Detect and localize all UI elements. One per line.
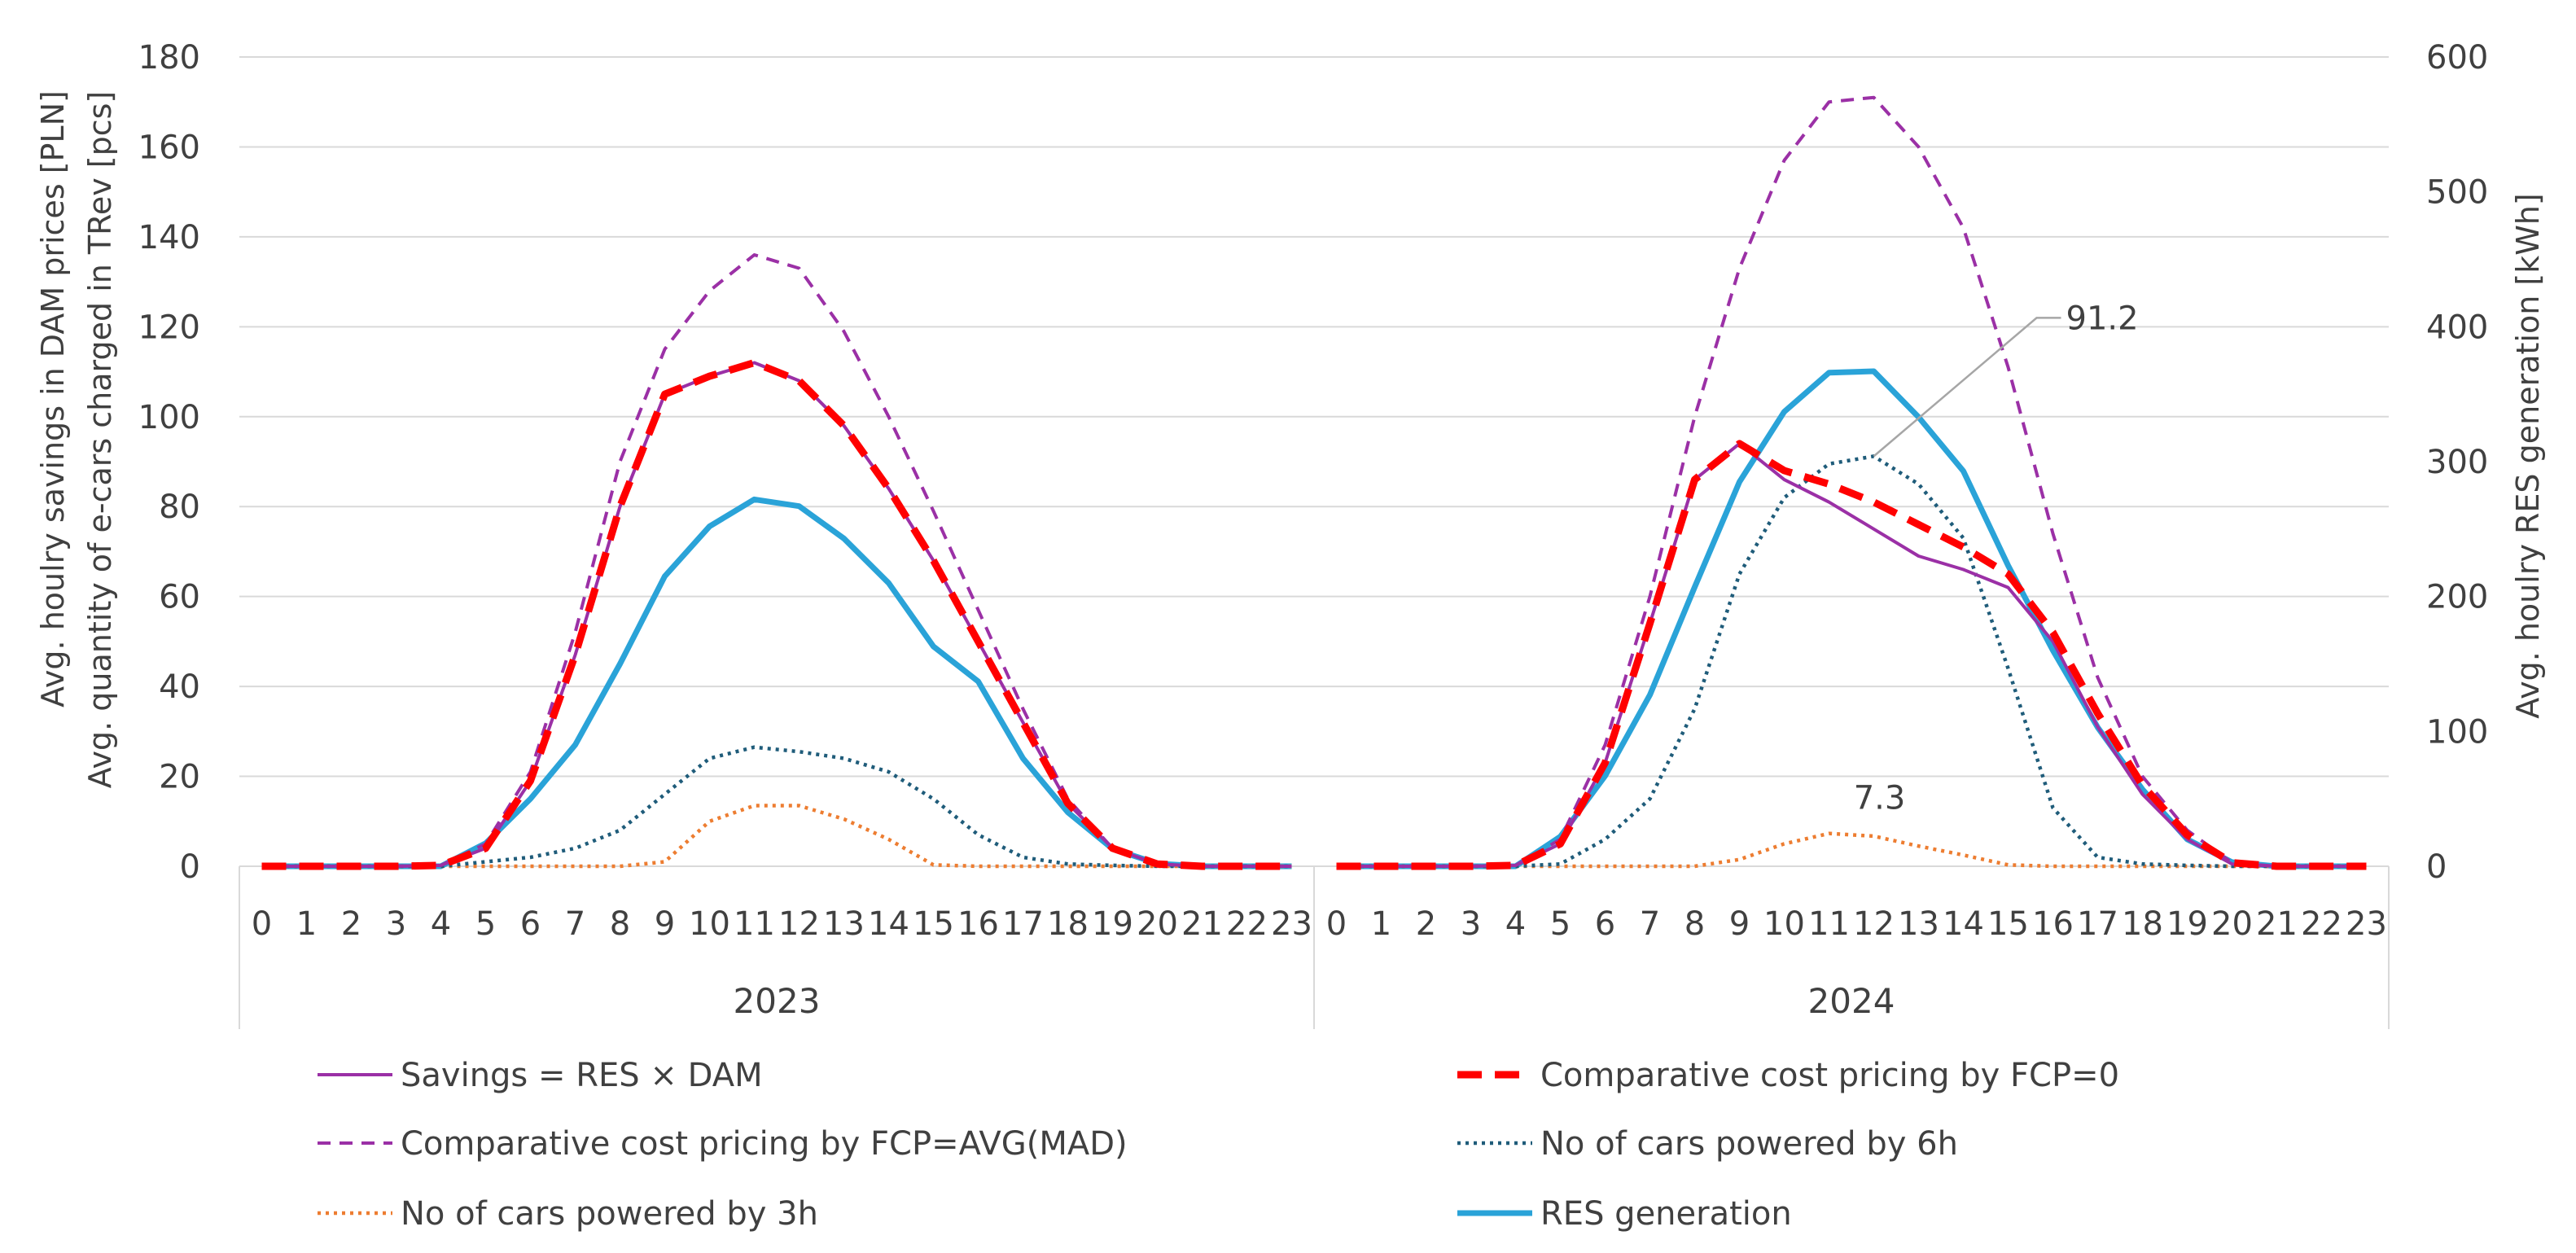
- x-tick-label: 17: [2077, 905, 2118, 943]
- legend-label-res-generation: RES generation: [1540, 1195, 1792, 1233]
- x-tick-label: 10: [1763, 905, 1805, 943]
- x-tick-label: 9: [655, 905, 675, 943]
- x-tick-label: 7: [1640, 905, 1660, 943]
- right-tick-label: 300: [2426, 444, 2488, 481]
- left-tick-label: 120: [138, 309, 200, 346]
- x-tick-label: 6: [520, 905, 541, 943]
- x-tick-label: 12: [778, 905, 820, 943]
- left-tick-label: 60: [159, 579, 200, 616]
- group-label: 2024: [1808, 981, 1895, 1021]
- legend-label-comparative-cost-pricing-by-fcp-avg-mad: Comparative cost pricing by FCP=AVG(MAD): [401, 1125, 1128, 1163]
- x-tick-label: 0: [252, 905, 272, 943]
- x-tick-label: 4: [431, 905, 451, 943]
- grid-lines: [239, 56, 2389, 867]
- left-axis-title-2: Avg. quantity of e-cars charged in TRev …: [82, 91, 118, 788]
- x-tick-label: 14: [1943, 905, 1984, 943]
- x-tick-label: 7: [565, 905, 585, 943]
- x-tick-label: 23: [1271, 905, 1312, 943]
- x-tick-label: 23: [2346, 905, 2387, 943]
- left-tick-label: 160: [138, 129, 200, 166]
- left-tick-label: 140: [138, 219, 200, 256]
- x-tick-label: 19: [2166, 905, 2208, 943]
- series-line-no-of-cars-powered-by-6h-2024: [1336, 454, 2367, 869]
- x-tick-label: 17: [1002, 905, 1044, 943]
- x-group-labels: 2023 2024: [734, 981, 1895, 1021]
- x-tick-label: 10: [689, 905, 730, 943]
- x-tick-label: 21: [2256, 905, 2298, 943]
- x-tick-label: 13: [1898, 905, 1939, 943]
- series-layer: [261, 95, 2367, 870]
- x-tick-label: 8: [610, 905, 630, 943]
- x-tick-label: 3: [1461, 905, 1481, 943]
- x-tick-label: 13: [823, 905, 865, 943]
- x-tick-label: 3: [386, 905, 406, 943]
- left-axis-title-1: Avg. houlry savings in DAM prices [PLN]: [35, 90, 71, 708]
- left-tick-label: 20: [159, 759, 200, 796]
- x-tick-label: 4: [1505, 905, 1526, 943]
- x-tick-label: 14: [868, 905, 909, 943]
- axis-titles: Avg. houlry savings in DAM prices [PLN] …: [35, 90, 2546, 788]
- annotations: 91.2 7.3: [1854, 300, 2139, 817]
- x-tick-label: 15: [1987, 905, 2029, 943]
- x-tick-label: 20: [2211, 905, 2253, 943]
- left-tick-label: 180: [138, 39, 200, 77]
- x-tick-label: 22: [1226, 905, 1268, 943]
- right-tick-label: 600: [2426, 39, 2488, 77]
- group-axis: [239, 865, 2390, 1029]
- left-tick-label: 100: [138, 399, 200, 436]
- x-tick-label: 0: [1326, 905, 1347, 943]
- series-line-comparative-cost-pricing-by-fcp-0-2023: [261, 359, 1292, 870]
- x-tick-label: 15: [913, 905, 954, 943]
- x-tick-label: 1: [1371, 905, 1391, 943]
- x-axis-ticks: 0 1 2 3 4 5 6 7 8 9 10 11 12 13 14 15 16 17 18 19 20 21 22 23 0 1…: [252, 905, 2387, 943]
- left-tick-label: 0: [180, 848, 200, 886]
- series-line-res-generation-2024: [1336, 368, 2367, 870]
- right-tick-label: 0: [2426, 848, 2447, 886]
- left-tick-label: 40: [159, 668, 200, 706]
- x-tick-label: 19: [1092, 905, 1133, 943]
- x-tick-label: 11: [1808, 905, 1850, 943]
- x-tick-label: 18: [2122, 905, 2163, 943]
- x-tick-label: 9: [1729, 905, 1750, 943]
- x-tick-label: 2: [1416, 905, 1436, 943]
- x-tick-label: 5: [1550, 905, 1571, 943]
- annotation-label: 7.3: [1854, 780, 1906, 817]
- x-tick-label: 21: [1181, 905, 1223, 943]
- series-line-comparative-cost-pricing-by-fcp-0-2024: [1336, 440, 2367, 870]
- right-tick-label: 500: [2426, 174, 2488, 212]
- x-tick-label: 6: [1595, 905, 1615, 943]
- x-tick-label: 8: [1684, 905, 1705, 943]
- legend-label-comparative-cost-pricing-by-fcp-0: Comparative cost pricing by FCP=0: [1540, 1057, 2119, 1094]
- legend-label-no-of-cars-powered-by-6h: No of cars powered by 6h: [1540, 1125, 1958, 1163]
- x-tick-label: 11: [734, 905, 775, 943]
- right-tick-label: 200: [2426, 579, 2488, 616]
- x-tick-label: 22: [2301, 905, 2342, 943]
- x-tick-label: 20: [1137, 905, 1178, 943]
- annotation-leader: [1873, 317, 2061, 458]
- legend-label-no-of-cars-powered-by-3h: No of cars powered by 3h: [401, 1195, 818, 1233]
- series-line-comparative-cost-pricing-by-fcp-avg-mad-2023: [261, 253, 1292, 868]
- legend-label-savings-res-dam: Savings = RES × DAM: [401, 1057, 763, 1094]
- x-tick-label: 16: [2032, 905, 2074, 943]
- left-tick-label: 80: [159, 488, 200, 526]
- series-line-res-generation-2023: [261, 496, 1292, 870]
- x-tick-label: 16: [957, 905, 999, 943]
- annotation-label: 91.2: [2066, 300, 2139, 337]
- x-tick-label: 12: [1853, 905, 1895, 943]
- right-tick-label: 100: [2426, 713, 2488, 751]
- right-axis-ticks: 0 100 200 300 400 500 600: [2426, 39, 2488, 886]
- right-tick-label: 400: [2426, 309, 2488, 346]
- left-axis-ticks: 0 20 40 60 80 100 120 140 160 180: [138, 39, 200, 886]
- series-line-savings-res-dam-2023: [261, 361, 1292, 868]
- series-line-no-of-cars-powered-by-6h-2023: [261, 745, 1292, 869]
- series-line-comparative-cost-pricing-by-fcp-avg-mad-2024: [1336, 95, 2367, 868]
- x-tick-label: 2: [341, 905, 361, 943]
- x-tick-label: 5: [475, 905, 496, 943]
- right-axis-title: Avg. houlry RES generation [kWh]: [2510, 193, 2546, 718]
- x-tick-label: 18: [1047, 905, 1089, 943]
- legend: Savings = RES × DAM Comparative cost pric…: [318, 1057, 2119, 1233]
- x-tick-label: 1: [296, 905, 317, 943]
- group-label: 2023: [734, 981, 821, 1021]
